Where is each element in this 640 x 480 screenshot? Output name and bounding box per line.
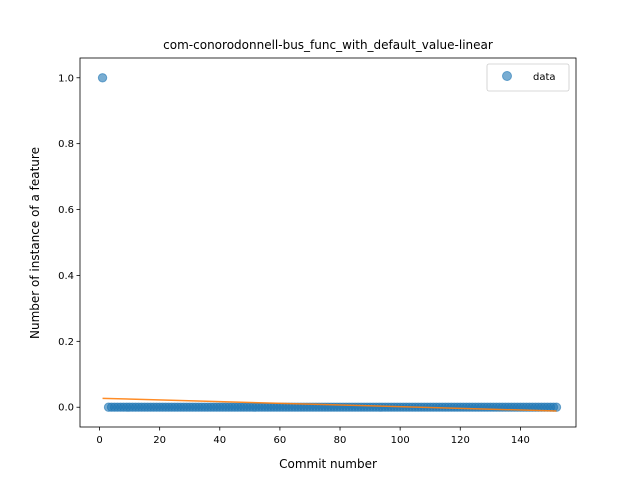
x-tick-label: 0 xyxy=(96,435,102,446)
y-axis-ticks: 0.0 0.2 0.4 0.6 0.8 1.0 xyxy=(58,73,80,414)
y-tick-label: 0.4 xyxy=(58,271,74,282)
chart-title: com-conorodonnell-bus_func_with_default_… xyxy=(163,38,493,52)
x-tick-label: 40 xyxy=(213,435,226,446)
y-tick-label: 0.2 xyxy=(58,337,74,348)
data-point xyxy=(551,402,562,412)
legend-label-data: data xyxy=(533,72,556,83)
y-axis-label: Number of instance of a feature xyxy=(28,147,42,339)
y-tick-label: 1.0 xyxy=(58,73,74,84)
y-tick-label: 0.6 xyxy=(58,205,74,216)
x-tick-label: 140 xyxy=(511,435,530,446)
x-axis-label: Commit number xyxy=(279,457,377,471)
x-tick-label: 120 xyxy=(451,435,470,446)
x-tick-label: 100 xyxy=(391,435,410,446)
y-tick-label: 0.0 xyxy=(58,403,74,414)
legend-marker-data xyxy=(502,71,512,81)
data-point xyxy=(97,73,108,83)
x-tick-label: 60 xyxy=(274,435,287,446)
linear-fit-line xyxy=(102,397,557,412)
legend-box xyxy=(486,63,570,92)
y-tick-label: 0.8 xyxy=(58,139,74,150)
plot-background xyxy=(80,58,576,427)
plot-frame xyxy=(79,57,577,428)
chart-marks xyxy=(97,73,562,412)
x-axis-ticks: 0 20 40 60 80 100 120 140 xyxy=(96,427,530,446)
legend: data xyxy=(486,63,570,92)
x-tick-label: 20 xyxy=(153,435,166,446)
x-tick-label: 80 xyxy=(334,435,347,446)
